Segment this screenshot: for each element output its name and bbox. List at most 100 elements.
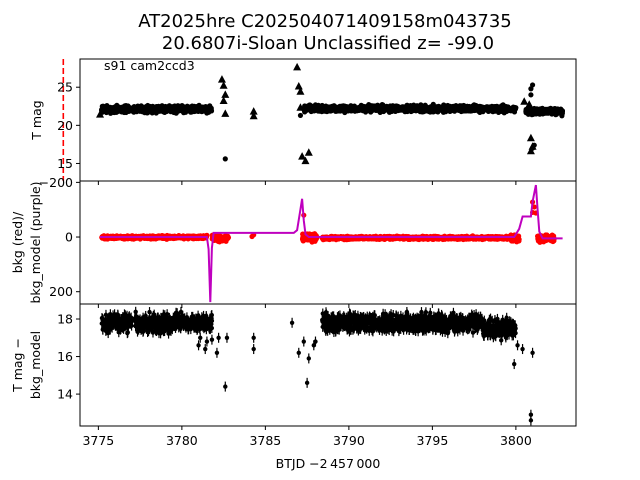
top-series-1-point — [294, 81, 303, 90]
y-tick-label: 200 — [49, 284, 73, 299]
top-series-1-point — [221, 109, 230, 117]
top-series-0-point — [542, 109, 548, 115]
top-series-0-point — [469, 104, 475, 111]
top-series-0-point — [156, 107, 162, 113]
top-series-0-point — [172, 104, 178, 110]
top-series-0-point — [503, 108, 509, 115]
top-series-0-point — [381, 107, 387, 113]
top-series-0-point — [557, 110, 563, 116]
top-series-0-point — [479, 107, 485, 113]
panel-top: 15 20 25 T mag — [29, 58, 577, 185]
chart-title-line1: AT2025hre C202504071409158m043735 — [138, 11, 512, 32]
top-series-1-point — [304, 148, 313, 156]
panel-top-frame — [79, 58, 577, 182]
bottom-series-0-point — [109, 325, 115, 330]
bkg-series-0-point — [304, 237, 311, 243]
top-series-2-point — [528, 92, 534, 98]
bottom-series-0-point — [125, 330, 130, 335]
bkg-series-0-point — [219, 236, 226, 242]
bottom-series-0-point — [166, 331, 171, 336]
chart-title-line2: 20.6807i-Sloan Unclassified z= -99.0 — [162, 33, 494, 54]
bottom-series-0-point — [166, 324, 172, 329]
top-series-0-point — [450, 104, 456, 110]
top-series-1-point — [296, 87, 305, 95]
top-series-1-point — [219, 96, 228, 104]
bkg-series-0-point — [535, 236, 541, 242]
top-series-0-point — [552, 109, 558, 115]
top-series-0-point — [142, 106, 148, 112]
top-series-0-point — [310, 105, 316, 112]
top-series-0-point — [455, 104, 461, 110]
bottom-series-0-point — [138, 321, 144, 327]
bottom-series-0-point — [170, 323, 175, 328]
top-series-0-point — [486, 104, 492, 110]
top-series-0-point — [491, 104, 497, 111]
top-series-0-point — [127, 105, 133, 111]
top-series-1-point — [298, 152, 307, 160]
bottom-series-0-point — [172, 316, 178, 321]
top-series-0-point — [442, 107, 448, 113]
panel-middle-ylabel: bkg (red)/ — [10, 211, 25, 273]
top-series-0-point — [332, 108, 339, 114]
top-series-0-point — [353, 106, 359, 112]
top-series-0-point — [497, 108, 503, 114]
top-series-0-point — [429, 105, 435, 111]
top-series-0-point — [177, 104, 184, 111]
y-tick-label: 25 — [57, 80, 73, 95]
y-tick-label: 0 — [65, 230, 73, 245]
top-series-0-point — [372, 103, 378, 109]
top-series-0-point — [205, 105, 211, 112]
top-series-0-point — [417, 106, 423, 112]
top-series-1-point — [221, 90, 230, 98]
top-series-0-point — [374, 107, 381, 113]
bottom-series-0-point — [174, 310, 180, 316]
bkg-series-0-point — [416, 236, 422, 243]
top-series-2-point — [529, 82, 536, 88]
top-series-0-point — [357, 105, 363, 112]
top-series-0-point — [166, 107, 172, 113]
top-series-1-point — [520, 97, 529, 105]
top-series-0-point — [184, 103, 190, 109]
top-series-0-point — [473, 106, 479, 113]
top-series-0-point — [316, 107, 322, 113]
top-series-0-point — [365, 106, 371, 112]
y-tick-label: 20 — [57, 118, 73, 133]
y-tick-label: 15 — [57, 156, 73, 171]
top-series-1-point — [526, 133, 535, 142]
top-series-0-point — [538, 108, 544, 114]
top-series-0-point — [462, 103, 468, 109]
bottom-series-0-point — [199, 320, 204, 326]
top-series-1-point — [249, 107, 258, 115]
top-series-0-point — [388, 106, 394, 113]
top-series-1-point — [96, 110, 105, 118]
top-series-1-point — [528, 107, 537, 115]
top-series-1-point — [526, 146, 535, 155]
bkg_model-series-2-line — [100, 184, 563, 303]
bottom-series-0-point — [165, 317, 170, 322]
top-series-1-point — [301, 156, 310, 165]
top-series-0-point — [104, 105, 110, 112]
panel-bottom-data — [99, 306, 535, 426]
top-series-1-point — [296, 103, 305, 111]
bkg-series-0-point — [542, 233, 548, 239]
top-series-2-point — [531, 142, 537, 148]
top-series-1-point — [293, 62, 302, 71]
bottom-series-0-point — [123, 315, 129, 320]
top-series-1-point — [249, 111, 258, 120]
plot-area: 15 20 25 T mag −200 0 200 bkg (red)/bkg_model (… — [10, 58, 577, 448]
bkg-series-0-point — [508, 238, 515, 244]
top-series-0-point — [328, 106, 334, 112]
top-series-0-point — [340, 106, 346, 112]
top-series-0-point — [162, 106, 168, 112]
bottom-series-0-point — [139, 326, 144, 332]
top-series-1-point — [217, 75, 226, 83]
panel-top-data — [96, 62, 566, 165]
top-series-0-point — [133, 106, 139, 113]
bottom-series-0-point — [147, 309, 152, 315]
top-series-2-point — [297, 112, 304, 119]
top-series-2-point — [222, 156, 228, 162]
top-series-0-point — [435, 106, 441, 112]
top-series-0-point — [348, 108, 354, 114]
top-series-0-point — [303, 104, 309, 111]
